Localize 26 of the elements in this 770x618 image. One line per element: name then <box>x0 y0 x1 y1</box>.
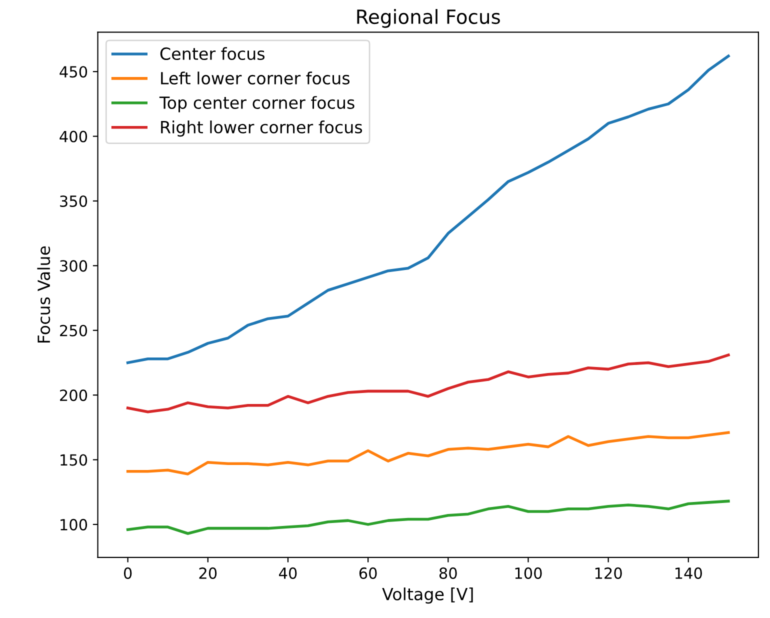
x-tick-label: 0 <box>124 567 132 579</box>
y-tick-label: 100 <box>60 518 88 530</box>
y-tick-label: 450 <box>60 66 88 78</box>
y-axis-title: Focus Value <box>37 246 50 342</box>
x-tick-label: 20 <box>199 567 217 579</box>
y-tick-label: 150 <box>60 454 88 466</box>
y-tick-label: 400 <box>60 130 88 142</box>
legend-label: Center focus <box>160 47 265 60</box>
x-tick-label: 100 <box>515 567 542 579</box>
x-axis-title: Voltage [V] <box>382 588 473 604</box>
x-tick-label: 60 <box>359 567 377 579</box>
line-series <box>126 354 730 414</box>
line-series <box>126 431 730 476</box>
chart-title: Regional Focus <box>357 9 500 28</box>
x-tick-label: 140 <box>675 567 702 579</box>
legend-label: Top center corner focus <box>159 96 354 112</box>
y-tick-label: 350 <box>60 195 88 208</box>
line-series <box>126 500 730 535</box>
x-tick-label: 120 <box>595 567 622 579</box>
y-tick-label: 250 <box>60 324 88 336</box>
legend-label: Right lower corner focus <box>161 120 362 137</box>
y-tick-label: 300 <box>60 260 88 272</box>
x-tick-label: 40 <box>279 567 297 579</box>
y-tick-label: 200 <box>60 390 88 402</box>
legend-label: Left lower corner focus <box>161 72 350 84</box>
x-tick-label: 80 <box>439 567 457 579</box>
